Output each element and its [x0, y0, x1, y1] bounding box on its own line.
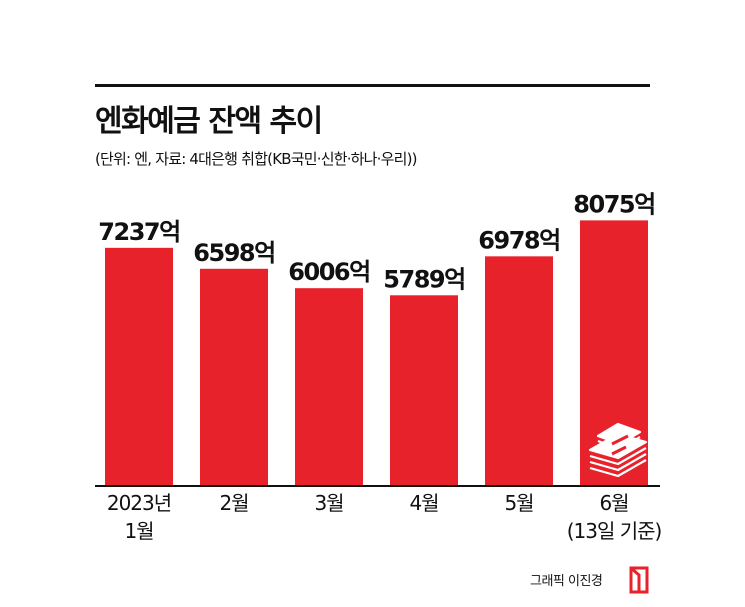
category-label-5-0: 6월: [599, 491, 628, 515]
value-label-3: 5789억: [383, 265, 464, 293]
graphic-credit: 그래픽 이진경: [530, 574, 603, 589]
bars-group: [105, 220, 648, 486]
money-stack-icon: [588, 422, 648, 478]
category-label-2-0: 3월: [314, 491, 343, 515]
category-label-0-0: 2023년: [107, 491, 171, 515]
category-label-4-0: 5월: [504, 491, 533, 515]
bar-4: [485, 256, 553, 485]
bar-1: [200, 268, 268, 485]
publisher-logo-icon: [629, 566, 649, 594]
value-label-4: 6978억: [478, 226, 559, 254]
category-label-1-0: 2월: [219, 491, 248, 515]
bar-2: [295, 288, 363, 485]
value-label-2: 6006억: [288, 258, 369, 286]
bar-3: [390, 295, 458, 485]
category-label-5-1: (13일 기준): [567, 519, 662, 543]
value-label-5: 8075억: [573, 190, 654, 218]
value-label-1: 6598억: [193, 239, 274, 267]
value-label-0: 7237억: [98, 218, 179, 246]
chart-subtitle: (단위: 엔, 자료: 4대은행 취합(KB국민·신한·하나·우리)): [95, 150, 418, 168]
top-rule: [95, 84, 650, 87]
value-labels-group: 7237억 6598억 6006억 5789억 6978억 8075억: [98, 190, 656, 293]
bar-0: [105, 247, 173, 485]
category-labels-group: 2023년 1월 2월 3월 4월 5월 6월 (13일 기준): [107, 491, 663, 543]
chart-title: 엔화예금 잔액 추이: [95, 104, 323, 139]
category-label-3-0: 4월: [409, 491, 438, 515]
category-label-0-1: 1월: [124, 519, 153, 543]
